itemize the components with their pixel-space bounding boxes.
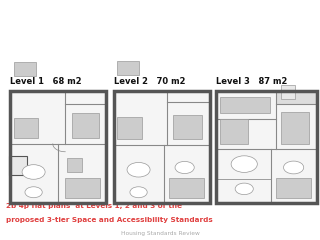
Bar [281, 112, 309, 144]
Bar [220, 96, 270, 114]
Bar [117, 60, 139, 75]
Circle shape [235, 183, 253, 195]
Text: Level 2   70 m2: Level 2 70 m2 [114, 77, 185, 86]
Circle shape [175, 161, 194, 174]
Circle shape [130, 187, 147, 198]
Circle shape [284, 161, 304, 174]
Bar [10, 91, 106, 204]
Text: 2b 4p flat plans  at Levels 1, 2 and 3 of the: 2b 4p flat plans at Levels 1, 2 and 3 of… [6, 203, 182, 209]
Text: Level 1   68 m2: Level 1 68 m2 [10, 77, 81, 86]
Text: proposed 3-tier Space and Accessibility Standards: proposed 3-tier Space and Accessibility … [6, 217, 213, 223]
Bar [72, 114, 99, 138]
Bar [216, 91, 317, 204]
Bar [220, 119, 248, 144]
Text: Level 3   87 m2: Level 3 87 m2 [216, 77, 287, 86]
Bar [10, 91, 106, 204]
Bar [117, 117, 142, 139]
Bar [65, 178, 100, 198]
Text: what it means at each level: what it means at each level [20, 10, 300, 28]
Bar [67, 158, 82, 172]
Bar [14, 62, 36, 76]
Circle shape [231, 156, 257, 172]
Bar [276, 91, 317, 104]
Bar [216, 91, 317, 204]
Circle shape [25, 187, 42, 198]
Bar [276, 178, 311, 198]
Bar [9, 156, 27, 175]
Bar [14, 118, 38, 138]
Text: Housing Standards Review: Housing Standards Review [121, 231, 199, 236]
Bar [173, 114, 202, 139]
Circle shape [22, 165, 45, 179]
Bar [114, 91, 210, 204]
Bar [169, 178, 204, 198]
Bar [114, 91, 210, 204]
Circle shape [127, 162, 150, 177]
Bar [281, 85, 295, 99]
